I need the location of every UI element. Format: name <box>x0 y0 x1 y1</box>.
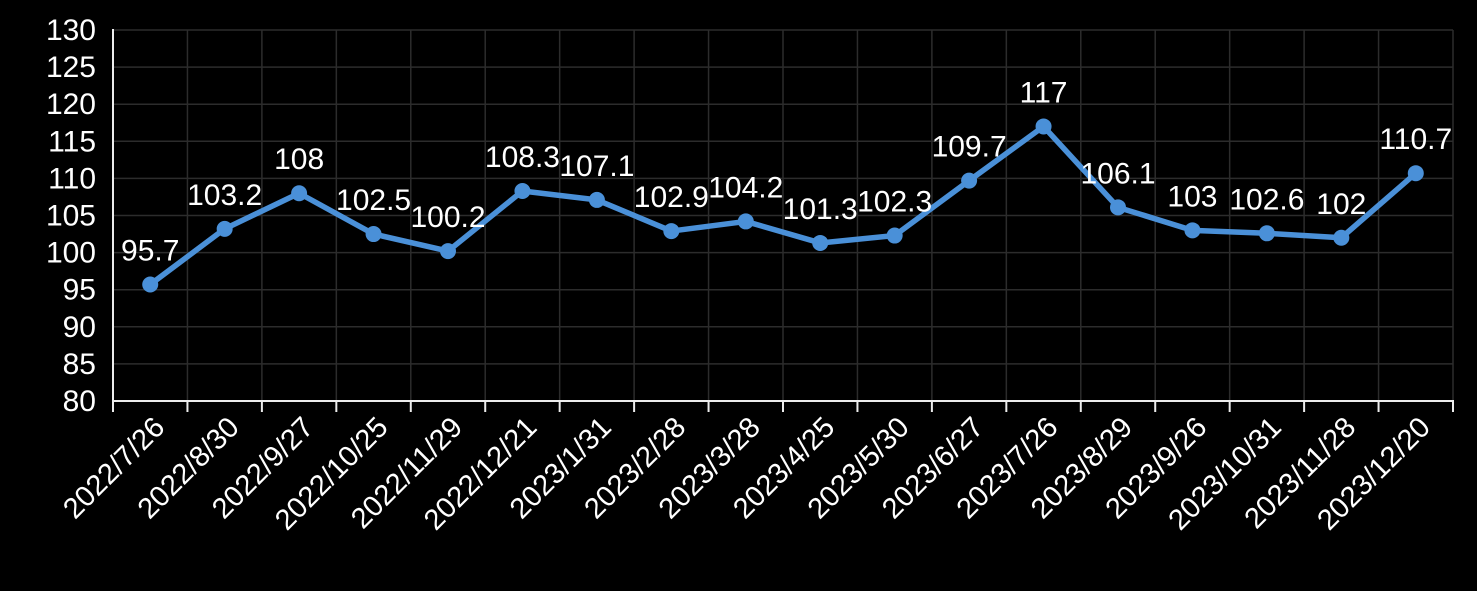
data-point-marker <box>737 213 754 230</box>
data-point-marker <box>1258 225 1275 242</box>
data-point-marker <box>1407 165 1424 182</box>
data-point-marker <box>588 191 605 208</box>
data-point-label: 100.2 <box>410 201 485 234</box>
y-axis-tick-label: 130 <box>46 14 96 47</box>
data-point-marker <box>663 223 680 240</box>
data-point-label: 102.3 <box>857 186 932 219</box>
y-axis-tick-label: 120 <box>46 88 96 121</box>
data-point-label: 108 <box>274 143 324 176</box>
data-point-marker <box>142 276 159 293</box>
y-axis-tick-label: 100 <box>46 237 96 270</box>
data-point-label: 95.7 <box>121 235 179 268</box>
data-point-marker <box>1035 118 1052 135</box>
data-point-label: 101.3 <box>783 193 858 226</box>
y-axis-tick-label: 80 <box>63 385 96 418</box>
data-point-label: 117 <box>1020 76 1068 109</box>
data-point-label: 102.6 <box>1229 183 1304 216</box>
y-axis-tick-label: 85 <box>63 348 96 381</box>
series-line <box>147 123 1419 288</box>
data-point-label: 106.1 <box>1080 157 1155 190</box>
data-point-label: 102 <box>1316 188 1366 221</box>
data-point-label: 102.9 <box>634 181 709 214</box>
data-point-label: 102.5 <box>336 184 411 217</box>
data-point-label: 108.3 <box>485 141 560 174</box>
y-axis-tick-label: 115 <box>48 125 96 158</box>
y-axis-tick-label: 105 <box>46 200 96 233</box>
data-point-label: 107.1 <box>559 150 634 183</box>
data-point-marker <box>440 243 456 260</box>
data-point-label: 103.2 <box>187 179 262 212</box>
data-point-label: 104.2 <box>708 171 783 204</box>
data-point-marker <box>886 227 903 244</box>
data-point-marker <box>1333 229 1350 246</box>
y-axis-tick-label: 95 <box>63 274 96 307</box>
data-point-marker <box>961 172 978 189</box>
y-axis-tick-label: 110 <box>48 162 96 195</box>
data-point-marker <box>216 220 233 237</box>
data-point-label: 103 <box>1167 180 1217 213</box>
data-point-label: 110.7 <box>1379 123 1452 156</box>
data-point-label: 109.7 <box>932 131 1007 164</box>
data-point-marker <box>1110 199 1126 216</box>
y-axis-tick-label: 90 <box>63 311 96 344</box>
data-point-marker <box>291 185 308 202</box>
data-point-marker <box>365 226 382 243</box>
data-point-marker <box>1184 222 1201 239</box>
y-axis-tick-label: 125 <box>46 51 96 84</box>
data-point-marker <box>812 234 829 251</box>
data-point-marker <box>514 183 531 200</box>
